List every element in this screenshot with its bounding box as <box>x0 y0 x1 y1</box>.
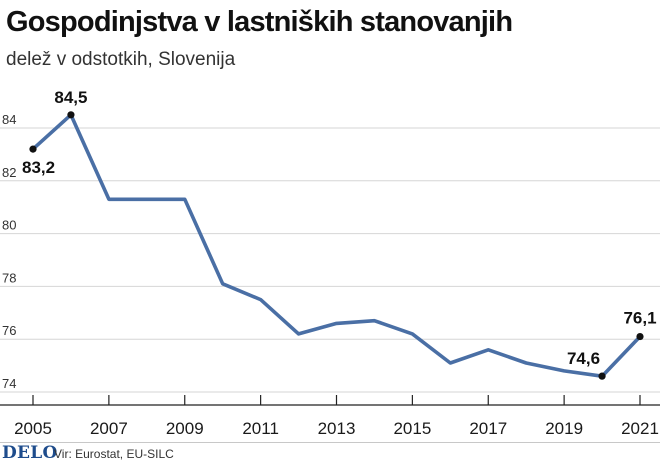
y-tick-label: 84 <box>2 112 16 127</box>
x-tick-label: 2021 <box>621 419 659 438</box>
data-point-marker <box>636 332 644 341</box>
delo-logo: DELO <box>2 443 58 463</box>
data-point-marker <box>29 145 37 153</box>
x-tick-label: 2013 <box>318 419 356 438</box>
x-tick-label: 2007 <box>90 419 128 438</box>
line-chart: 74 76 78 80 82 84 2005 2007 2009 2011 2013 2015 2017… <box>0 88 660 438</box>
x-tick-label: 2011 <box>242 419 279 438</box>
data-label: 83,2 <box>22 158 55 177</box>
y-tick-label: 80 <box>2 218 16 233</box>
source-note: Vir: Eurostat, EU-SILC <box>54 447 174 461</box>
data-point-marker <box>598 372 606 380</box>
data-label: 84,5 <box>54 88 87 107</box>
x-tick-label: 2005 <box>14 419 52 438</box>
data-label: 74,6 <box>567 349 600 368</box>
y-tick-label: 82 <box>2 165 16 180</box>
chart-subtitle: delež v odstotkih, Slovenija <box>6 49 236 70</box>
footer-divider <box>0 442 660 443</box>
x-tick-label: 2019 <box>545 419 583 438</box>
x-tick-label: 2015 <box>393 419 431 438</box>
data-point-marker <box>67 111 75 119</box>
chart-title: Gospodinjstva v lastniških stanovanjih <box>6 6 513 38</box>
x-tick-label: 2009 <box>166 419 204 438</box>
y-tick-label: 74 <box>2 376 16 391</box>
data-label: 76,1 <box>623 309 656 328</box>
x-tick-label: 2017 <box>469 419 507 438</box>
series-line <box>31 113 642 379</box>
y-tick-label: 76 <box>2 323 16 338</box>
y-tick-label: 78 <box>2 270 16 285</box>
